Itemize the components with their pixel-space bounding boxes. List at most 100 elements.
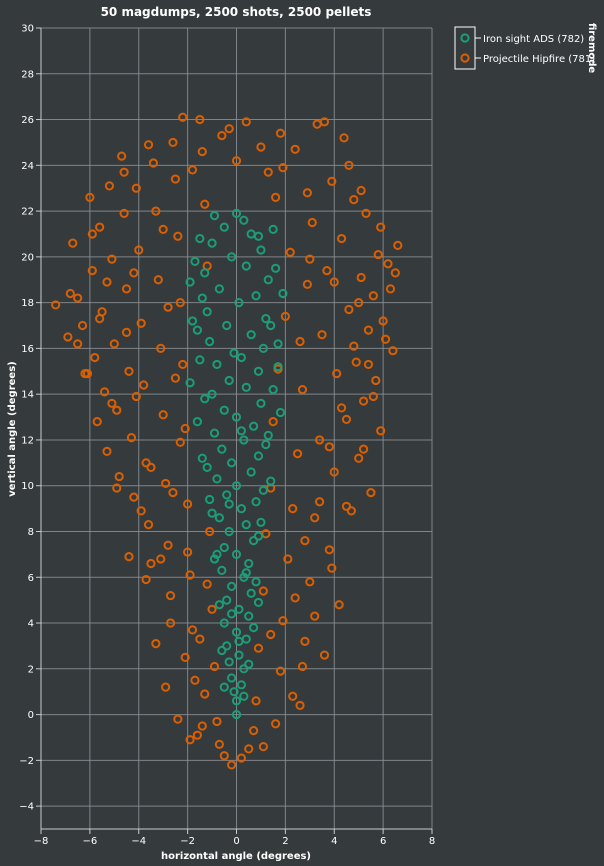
data-point	[319, 650, 330, 660]
data-point	[227, 581, 237, 592]
data-point	[168, 487, 178, 498]
data-point	[175, 437, 185, 447]
data-point	[302, 188, 312, 198]
data-point	[253, 231, 264, 241]
data-point	[295, 336, 305, 347]
data-point	[158, 224, 168, 234]
data-point	[310, 513, 320, 523]
data-point	[266, 320, 276, 331]
data-point	[249, 536, 259, 546]
data-point	[185, 277, 195, 287]
data-point	[77, 320, 88, 331]
data-point	[227, 673, 237, 683]
data-point	[90, 352, 100, 363]
data-point	[119, 167, 129, 177]
data-point	[192, 730, 202, 740]
data-point	[185, 735, 195, 745]
data-point	[163, 540, 173, 550]
data-point	[356, 185, 366, 196]
series-iron-sight-ads	[185, 208, 288, 720]
data-point	[258, 742, 268, 752]
data-point	[99, 387, 110, 397]
data-point	[190, 256, 200, 267]
data-point	[192, 325, 202, 335]
y-tick-label: 18	[21, 298, 34, 309]
data-point	[207, 508, 217, 518]
data-point	[178, 112, 188, 122]
data-point	[158, 410, 168, 420]
y-tick-label: 8	[28, 527, 34, 538]
data-point	[376, 222, 386, 232]
data-point	[219, 222, 229, 232]
data-point	[214, 284, 224, 294]
data-point	[354, 453, 364, 463]
data-point	[178, 359, 188, 370]
data-point	[285, 247, 295, 257]
y-axis-title: vertical angle (degrees)	[7, 361, 18, 496]
data-point	[393, 240, 403, 251]
data-point	[278, 163, 288, 173]
y-tick-label: 30	[21, 24, 34, 35]
data-point	[261, 314, 271, 324]
data-point	[258, 343, 268, 353]
data-point	[73, 339, 83, 349]
data-point	[234, 650, 244, 660]
data-point	[217, 130, 227, 141]
data-point	[173, 714, 183, 724]
data-point	[283, 554, 293, 564]
data-point	[263, 167, 273, 177]
legend-marker-hipfire	[460, 53, 470, 63]
data-point	[102, 277, 112, 287]
data-point	[317, 330, 327, 340]
data-point	[165, 590, 176, 601]
data-point	[200, 689, 210, 699]
data-point	[305, 577, 315, 587]
data-point	[141, 458, 151, 468]
data-point	[256, 517, 266, 527]
data-point	[92, 417, 102, 427]
data-point	[273, 339, 283, 349]
data-point	[143, 140, 154, 150]
data-point	[187, 316, 198, 326]
data-point	[310, 611, 320, 621]
data-point	[153, 275, 163, 285]
data-point	[300, 636, 310, 646]
data-point	[68, 238, 78, 248]
data-point	[341, 501, 352, 511]
data-point	[295, 700, 305, 711]
data-point	[324, 442, 334, 452]
data-point	[187, 625, 198, 635]
data-point	[234, 604, 244, 614]
data-point	[275, 666, 286, 676]
data-point	[344, 304, 354, 315]
data-point	[165, 618, 176, 628]
data-point	[256, 142, 266, 152]
data-point	[280, 311, 290, 321]
data-point	[363, 325, 374, 335]
data-point	[290, 593, 300, 603]
x-tick-label: 2	[282, 836, 288, 847]
data-point	[268, 384, 278, 395]
data-point	[388, 346, 398, 356]
data-points	[51, 112, 403, 770]
data-point	[121, 284, 132, 294]
data-point	[349, 341, 359, 351]
data-point	[214, 600, 224, 610]
data-point	[241, 634, 251, 644]
data-point	[205, 494, 215, 505]
data-point	[356, 272, 366, 283]
data-point	[263, 275, 273, 285]
data-point	[212, 716, 222, 727]
legend-label-iron-sight: Iron sight ADS (782)	[483, 34, 584, 45]
data-point	[219, 751, 229, 761]
x-axis-title: horizontal angle (degrees)	[161, 851, 311, 862]
data-point	[319, 117, 330, 127]
grid	[40, 27, 433, 829]
y-tick-label: −4	[19, 802, 34, 813]
data-point	[112, 405, 122, 415]
axes: −8 −6 −4 −2 0 2 4 6 8−4−202468101214161820222426…	[19, 24, 435, 848]
data-point	[134, 245, 144, 255]
data-point	[207, 389, 217, 399]
data-point	[214, 513, 224, 523]
